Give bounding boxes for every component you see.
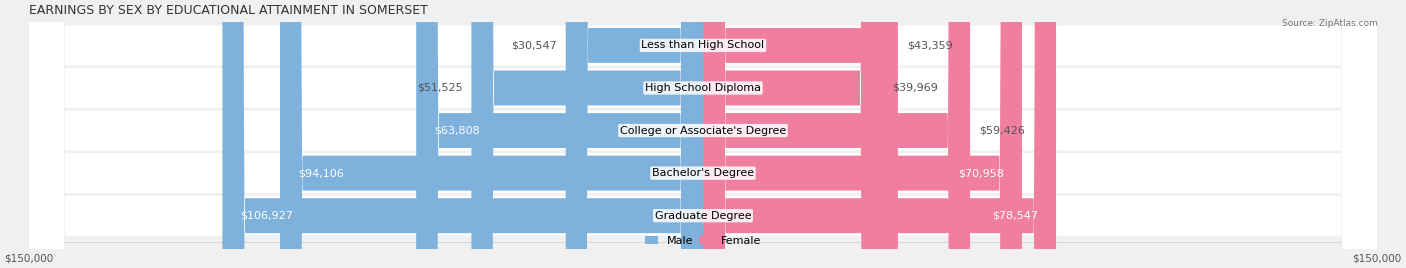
FancyBboxPatch shape bbox=[703, 0, 883, 268]
Text: $63,808: $63,808 bbox=[434, 125, 479, 136]
Text: $106,927: $106,927 bbox=[240, 211, 294, 221]
FancyBboxPatch shape bbox=[28, 0, 1378, 268]
FancyBboxPatch shape bbox=[28, 0, 1378, 268]
Text: $51,525: $51,525 bbox=[416, 83, 463, 93]
FancyBboxPatch shape bbox=[703, 0, 1056, 268]
Text: $43,359: $43,359 bbox=[907, 40, 953, 50]
FancyBboxPatch shape bbox=[416, 0, 703, 268]
Legend: Male, Female: Male, Female bbox=[644, 236, 762, 246]
Text: High School Diploma: High School Diploma bbox=[645, 83, 761, 93]
Text: EARNINGS BY SEX BY EDUCATIONAL ATTAINMENT IN SOMERSET: EARNINGS BY SEX BY EDUCATIONAL ATTAINMEN… bbox=[28, 4, 427, 17]
FancyBboxPatch shape bbox=[28, 0, 1378, 268]
Text: $94,106: $94,106 bbox=[298, 168, 343, 178]
FancyBboxPatch shape bbox=[703, 0, 1022, 268]
Text: $78,547: $78,547 bbox=[993, 211, 1038, 221]
Text: $30,547: $30,547 bbox=[510, 40, 557, 50]
FancyBboxPatch shape bbox=[703, 0, 898, 268]
FancyBboxPatch shape bbox=[28, 0, 1378, 268]
Text: Graduate Degree: Graduate Degree bbox=[655, 211, 751, 221]
FancyBboxPatch shape bbox=[703, 0, 970, 268]
Text: College or Associate's Degree: College or Associate's Degree bbox=[620, 125, 786, 136]
Text: $70,958: $70,958 bbox=[957, 168, 1004, 178]
FancyBboxPatch shape bbox=[28, 0, 1378, 268]
Text: Less than High School: Less than High School bbox=[641, 40, 765, 50]
FancyBboxPatch shape bbox=[471, 0, 703, 268]
Text: Source: ZipAtlas.com: Source: ZipAtlas.com bbox=[1282, 19, 1378, 28]
FancyBboxPatch shape bbox=[222, 0, 703, 268]
Text: $39,969: $39,969 bbox=[891, 83, 938, 93]
FancyBboxPatch shape bbox=[565, 0, 703, 268]
FancyBboxPatch shape bbox=[280, 0, 703, 268]
Text: Bachelor's Degree: Bachelor's Degree bbox=[652, 168, 754, 178]
Text: $59,426: $59,426 bbox=[979, 125, 1025, 136]
